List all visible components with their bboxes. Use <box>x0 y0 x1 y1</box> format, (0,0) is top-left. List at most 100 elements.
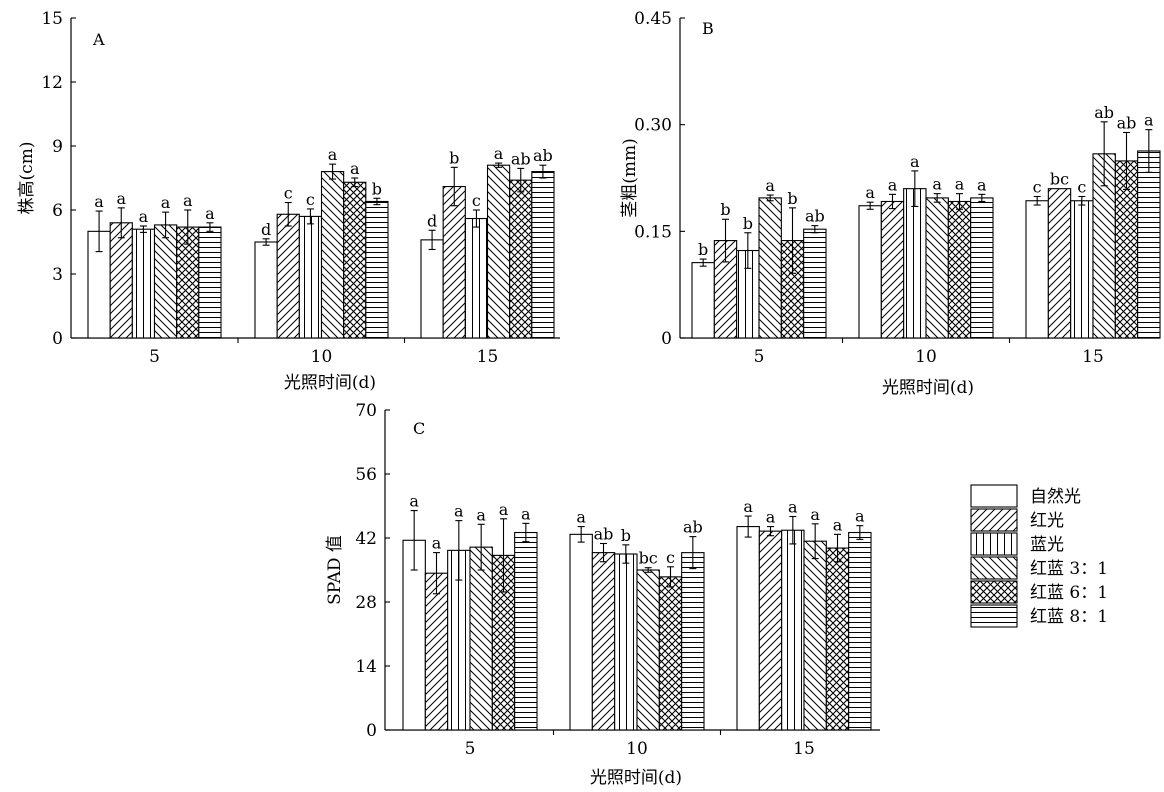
panel-a-y-tick-label: 6 <box>52 201 63 221</box>
panel-a-significance-letter: a <box>328 145 338 164</box>
panel-b-bar-red <box>1047 188 1072 339</box>
panel-c-y-tick-label: 14 <box>355 657 377 677</box>
panel-c-bar-rb-6-1 <box>658 576 683 731</box>
panel-c-bar-natural <box>569 533 593 731</box>
panel-b-letter: B <box>702 19 714 38</box>
panel-b-significance-letter: b <box>787 189 797 208</box>
panel-c-y-label: SPAD 值 <box>325 535 345 605</box>
panel-a-bar-rb-8-1 <box>198 226 222 339</box>
panel-b-x-tick-label: 5 <box>754 347 765 367</box>
panel-b-y-tick-label: 0.45 <box>634 9 672 29</box>
panel-a-x-label: 光照时间(d) <box>284 373 376 393</box>
panel-b-bar-rb-8-1 <box>970 197 994 339</box>
panel-a-significance-letter: d <box>261 220 271 239</box>
panel-a-bar-red <box>442 185 466 339</box>
panel-c-bar-red <box>758 530 783 731</box>
panel-c-y-tick-label: 70 <box>355 401 377 421</box>
legend-swatch-red <box>970 508 1018 532</box>
panel-c-bar-rb-8-1 <box>681 552 705 731</box>
legend-label-natural: 自然光 <box>1030 487 1081 507</box>
legend-label-blue: 蓝光 <box>1030 535 1064 555</box>
panel-c-significance-letter: a <box>788 498 798 517</box>
panel-b-significance-letter: b <box>743 214 753 233</box>
panel-b-stem-diameter: B 茎粗(mm) 光照时间(d) 00.150.300.455bbbabab10… <box>620 9 1161 398</box>
panel-c-significance-letter: ab <box>683 518 703 537</box>
panel-b-significance-letter: a <box>910 152 920 171</box>
panel-c-y-tick-label: 28 <box>355 593 377 613</box>
legend: 自然光 红光 蓝光 红蓝 3：1 红蓝 6：1 红蓝 8：1 <box>970 484 1108 628</box>
legend-label-rb-8-1: 红蓝 8：1 <box>1030 607 1108 627</box>
panel-c-bar-red <box>591 552 616 731</box>
panel-a-bar-rb-3-1 <box>486 164 511 339</box>
panel-c-x-tick-label: 15 <box>793 739 815 759</box>
panel-a-bar-blue <box>298 215 323 339</box>
legend-label-rb-6-1: 红蓝 6：1 <box>1030 583 1108 603</box>
panel-a-significance-letter: b <box>449 148 459 167</box>
panel-a-x-tick-label: 15 <box>477 347 499 367</box>
panel-b-bar-rb-6-1 <box>947 200 972 339</box>
panel-a-significance-letter: a <box>94 192 104 211</box>
legend-swatch-rb-6-1 <box>970 580 1018 604</box>
panel-a-y-tick-label: 9 <box>52 137 63 157</box>
panel-a-significance-letter: a <box>183 191 193 210</box>
panel-b-y-label: 茎粗(mm) <box>620 138 640 218</box>
panel-b-x-tick-label: 10 <box>915 347 937 367</box>
legend-label-red: 红光 <box>1030 511 1064 531</box>
panel-c-significance-letter: a <box>409 492 419 511</box>
legend-label-rb-3-1: 红蓝 3：1 <box>1030 559 1108 579</box>
legend-swatch-natural <box>970 484 1018 508</box>
panel-b-significance-letter: a <box>932 175 942 194</box>
panel-b-bar-rb-3-1 <box>925 197 949 339</box>
panel-c-x-tick-label: 5 <box>465 739 476 759</box>
panel-a-y-label: 株高(cm) <box>17 142 37 215</box>
panel-a-y-tick-label: 15 <box>41 9 63 29</box>
panel-b-significance-letter: ab <box>1094 103 1114 122</box>
panel-c-significance-letter: ab <box>594 524 614 543</box>
panel-a-bar-red <box>109 222 133 339</box>
panel-b-significance-letter: a <box>865 183 875 202</box>
panel-a-x-tick-label: 10 <box>311 347 333 367</box>
panel-a-significance-letter: ab <box>511 149 531 168</box>
panel-a-significance-letter: c <box>284 184 293 203</box>
panel-a-bar-rb-3-1 <box>320 171 345 339</box>
legend-swatch-blue <box>970 532 1018 556</box>
panel-a-significance-letter: d <box>427 211 437 230</box>
panel-a-significance-letter: a <box>161 193 171 212</box>
panel-c-y-tick-label: 0 <box>366 721 377 741</box>
panel-c-bar-rb-3-1 <box>636 569 660 731</box>
panel-a-significance-letter: a <box>205 204 215 223</box>
panel-c-bar-natural <box>736 526 760 731</box>
panel-c-y-tick-label: 56 <box>355 465 377 485</box>
panel-a-significance-letter: a <box>139 207 149 226</box>
panel-b-bar-natural <box>858 205 882 339</box>
panel-a-bar-blue <box>131 228 156 339</box>
panel-b-bar-natural <box>1025 200 1049 339</box>
panel-c-y-tick-label: 42 <box>355 529 377 549</box>
panel-b-significance-letter: b <box>698 240 708 259</box>
panel-b-significance-letter: ab <box>805 207 825 226</box>
panel-b-significance-letter: a <box>765 176 775 195</box>
panel-c-significance-letter: c <box>666 548 675 567</box>
panel-a-bar-rb-8-1 <box>531 171 555 339</box>
panel-c-significance-letter: a <box>743 497 753 516</box>
panel-c-bar-red <box>424 572 449 731</box>
panel-b-significance-letter: c <box>1033 177 1042 196</box>
panel-b-significance-letter: c <box>1077 177 1086 196</box>
panel-c-significance-letter: a <box>766 508 776 527</box>
panel-b-y-tick-label: 0.15 <box>634 222 672 242</box>
panel-a-bar-red <box>276 213 300 339</box>
panel-a-bar-natural <box>254 241 278 339</box>
panel-c-significance-letter: a <box>576 508 586 527</box>
panel-b-y-tick-label: 0.30 <box>634 116 672 136</box>
panel-c-bar-rb-8-1 <box>514 531 538 731</box>
panel-b-significance-letter: a <box>977 175 987 194</box>
panel-b-bar-rb-8-1 <box>803 228 827 339</box>
panel-a-significance-letter: a <box>116 189 126 208</box>
panel-b-bar-rb-3-1 <box>758 197 782 339</box>
panel-a-significance-letter: c <box>472 191 481 210</box>
panel-a-y-tick-label: 3 <box>52 265 63 285</box>
panel-a-letter: A <box>92 30 105 49</box>
panel-a-bar-natural <box>420 239 444 339</box>
legend-swatch-rb-8-1 <box>970 604 1018 628</box>
panel-c-significance-letter: b <box>621 526 631 545</box>
